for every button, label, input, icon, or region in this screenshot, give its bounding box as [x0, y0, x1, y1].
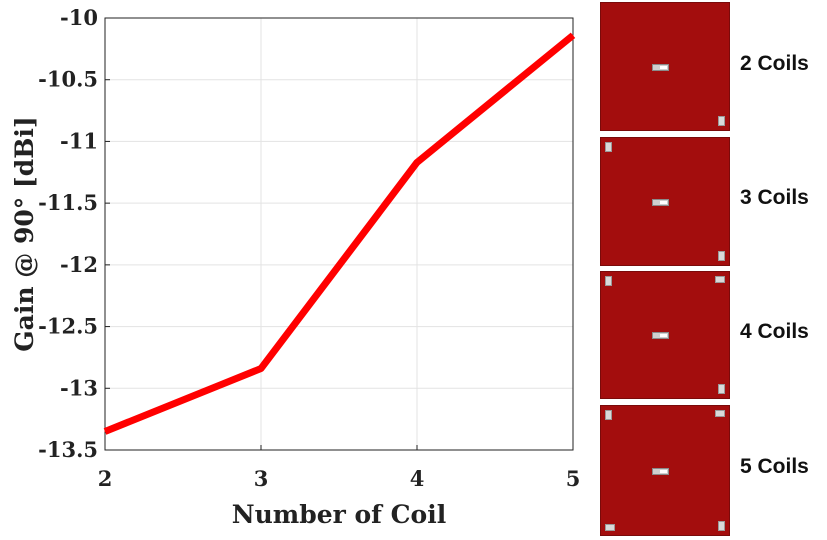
panel-label: 5 Coils — [740, 455, 809, 478]
x-tick-label: 5 — [566, 466, 581, 491]
coil-pad-top-left — [605, 276, 612, 286]
y-axis-title: Gain @ 90° [dBi] — [10, 116, 39, 351]
coil-board-panel — [600, 137, 730, 266]
data-point — [104, 430, 106, 432]
data-point — [260, 368, 262, 370]
feed-port — [652, 332, 669, 339]
panel-label: 3 Coils — [740, 186, 809, 209]
coil-board-panel — [600, 271, 730, 399]
coil-pad-top-right — [715, 276, 725, 283]
feed-port — [652, 467, 669, 475]
coil-pad-top-left — [605, 410, 612, 420]
y-tick-label: -12 — [60, 252, 98, 277]
coil-board-panel — [600, 405, 730, 536]
coil-pad-bottom-right — [718, 116, 725, 126]
gain-chart: -13.5 -13 -12.5 -12 -11.5 -11 -10.5 -10 2 3 4 5 Numb… — [10, 5, 581, 529]
data-point — [416, 161, 418, 163]
panel-label: 4 Coils — [740, 320, 809, 343]
coil-pad-top-left — [605, 142, 612, 152]
feed-port — [652, 198, 669, 206]
x-tick-label: 2 — [98, 466, 113, 491]
series-line — [103, 32, 576, 435]
y-tick-label: -13 — [60, 375, 98, 400]
x-tick-label: 3 — [254, 466, 269, 491]
coil-pad-top-right — [715, 410, 725, 417]
coil-board-panel — [600, 2, 730, 131]
coil-pad-bottom-right — [718, 251, 725, 261]
data-point — [572, 34, 574, 36]
panel-label: 2 Coils — [740, 52, 809, 75]
y-tick-label: -11.5 — [38, 190, 98, 215]
y-tick-label: -12.5 — [38, 314, 98, 339]
coil-pad-bottom-right — [718, 521, 725, 531]
coil-pad-bottom-left — [605, 524, 615, 531]
coil-pad-bottom-right — [718, 384, 725, 394]
y-tick-label: -11 — [60, 128, 98, 153]
y-tick-label: -13.5 — [38, 437, 98, 462]
x-tick-label: 4 — [410, 466, 425, 491]
feed-port — [652, 63, 669, 71]
y-tick-label: -10.5 — [38, 67, 98, 92]
x-axis-title: Number of Coil — [232, 500, 446, 529]
y-tick-label: -10 — [60, 5, 98, 30]
plot-frame — [104, 17, 574, 451]
